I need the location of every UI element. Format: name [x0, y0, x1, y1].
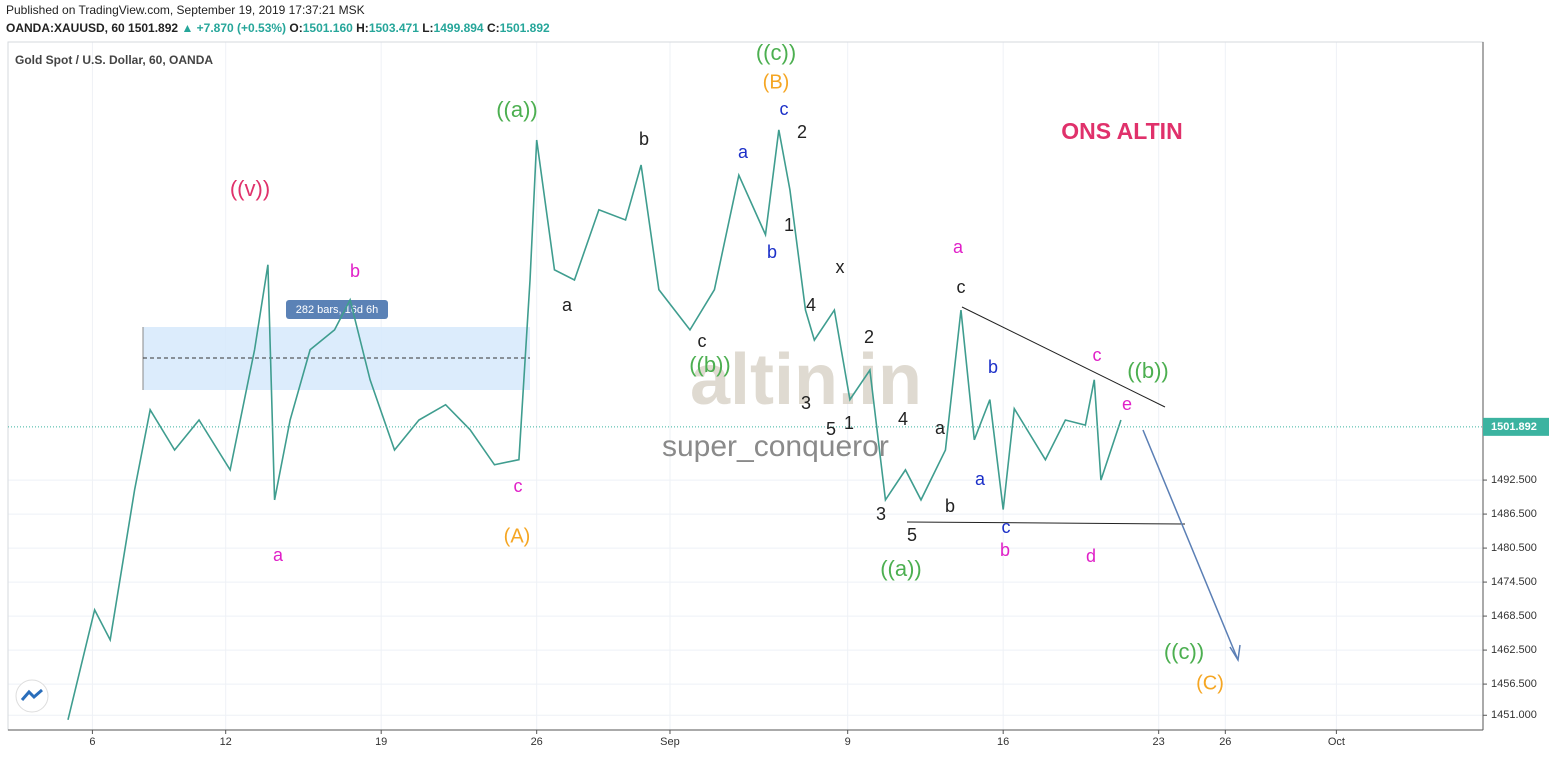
- last-price-badge: [1483, 417, 1549, 436]
- wave-label: 5: [907, 525, 917, 545]
- wave-label: a: [935, 418, 946, 438]
- wave-label: 1: [844, 413, 854, 433]
- wave-label: 2: [797, 122, 807, 142]
- wave-label: b: [945, 496, 955, 516]
- x-tick-label: 19: [375, 736, 387, 748]
- wave-label: e: [1122, 394, 1132, 414]
- chart-title: Gold Spot / U.S. Dollar, 60, OANDA: [15, 53, 213, 67]
- x-tick-label: 9: [845, 736, 851, 748]
- y-tick-label: 1480.500: [1491, 542, 1537, 554]
- wave-label: 1: [784, 215, 794, 235]
- triangle-lower: [906, 521, 1186, 525]
- open: 1501.160: [303, 21, 353, 35]
- arrow-head: [1229, 644, 1241, 663]
- wave-label: b: [639, 129, 649, 149]
- x-tick-label: 23: [1153, 736, 1165, 748]
- wave-label: ((c)): [756, 40, 796, 65]
- y-tick-label: 1474.500: [1491, 576, 1537, 588]
- wave-label: 2: [864, 327, 874, 347]
- change: ▲ +7.870 (+0.53%): [181, 21, 286, 35]
- triangle-upper: [961, 306, 1166, 408]
- wave-label: (C): [1196, 672, 1224, 694]
- plot: [67, 129, 1122, 720]
- wave-label: 3: [801, 393, 811, 413]
- wave-label: ((v)): [230, 176, 270, 201]
- x-tick-label: 26: [531, 736, 543, 748]
- measure-label: 282 bars, 16d 6h: [296, 304, 379, 316]
- wave-label: c: [957, 277, 966, 297]
- last-price-label: 1501.892: [1491, 421, 1537, 433]
- wave-label: b: [350, 261, 360, 281]
- low: 1499.894: [434, 21, 484, 35]
- price-line: [67, 129, 1122, 720]
- y-tick-label: 1468.500: [1491, 610, 1537, 622]
- wave-label: ((c)): [1164, 639, 1204, 664]
- watermark: altin.in: [690, 340, 922, 420]
- x-tick-label: Sep: [660, 736, 680, 748]
- wave-label: a: [975, 469, 986, 489]
- wave-label: a: [562, 295, 573, 315]
- wave-label: 4: [806, 295, 816, 315]
- headline: ONS ALTIN: [1061, 118, 1182, 144]
- wave-label: (B): [763, 71, 790, 93]
- x-tick-label: 16: [997, 736, 1009, 748]
- y-tick-label: 1451.000: [1491, 709, 1537, 721]
- wave-label: 3: [876, 504, 886, 524]
- o-label: O:: [289, 21, 302, 35]
- l-label: L:: [422, 21, 433, 35]
- close: 1501.892: [500, 21, 550, 35]
- x-tick-label: 26: [1219, 736, 1231, 748]
- x-tick-label: 12: [220, 736, 232, 748]
- wave-label: c: [780, 99, 789, 119]
- wave-label: d: [1086, 546, 1096, 566]
- x-tick-label: 6: [89, 736, 95, 748]
- published: Published on TradingView.com, September …: [6, 3, 365, 17]
- wave-label: ((b)): [1127, 358, 1169, 383]
- wave-label: 5: [826, 419, 836, 439]
- wave-label: c: [1093, 345, 1102, 365]
- wave-label: ((a)): [496, 97, 538, 122]
- wave-label: ((b)): [689, 352, 731, 377]
- y-tick-label: 1456.500: [1491, 678, 1537, 690]
- wave-label: ((a)): [880, 556, 922, 581]
- y-tick-label: 1486.500: [1491, 508, 1537, 520]
- wave-label: a: [273, 545, 284, 565]
- wave-label: a: [953, 237, 964, 257]
- author: super_conqueror: [662, 430, 889, 463]
- x-tick-label: Oct: [1328, 736, 1345, 748]
- wave-label: x: [836, 257, 845, 277]
- high: 1503.471: [369, 21, 419, 35]
- wave-label: c: [698, 331, 707, 351]
- wave-label: (A): [504, 525, 531, 547]
- wave-label: a: [738, 142, 749, 162]
- y-tick-label: 1462.500: [1491, 644, 1537, 656]
- h-label: H:: [356, 21, 369, 35]
- symbol: OANDA:XAUUSD, 60: [6, 21, 125, 35]
- tv-logo-mark: [20, 688, 43, 701]
- c-label: C:: [487, 21, 500, 35]
- price: 1501.892: [128, 21, 178, 35]
- wave-label: 4: [898, 409, 908, 429]
- wave-label: b: [988, 357, 998, 377]
- forecast-arrow: [1142, 429, 1239, 661]
- y-tick-label: 1492.500: [1491, 474, 1537, 486]
- ohlc-line: OANDA:XAUUSD, 60 1501.892 ▲ +7.870 (+0.5…: [6, 21, 550, 35]
- wave-label: c: [514, 476, 523, 496]
- wave-label: b: [767, 242, 777, 262]
- measure-badge: [286, 300, 388, 319]
- wave-label: b: [1000, 540, 1010, 560]
- wave-label: c: [1002, 517, 1011, 537]
